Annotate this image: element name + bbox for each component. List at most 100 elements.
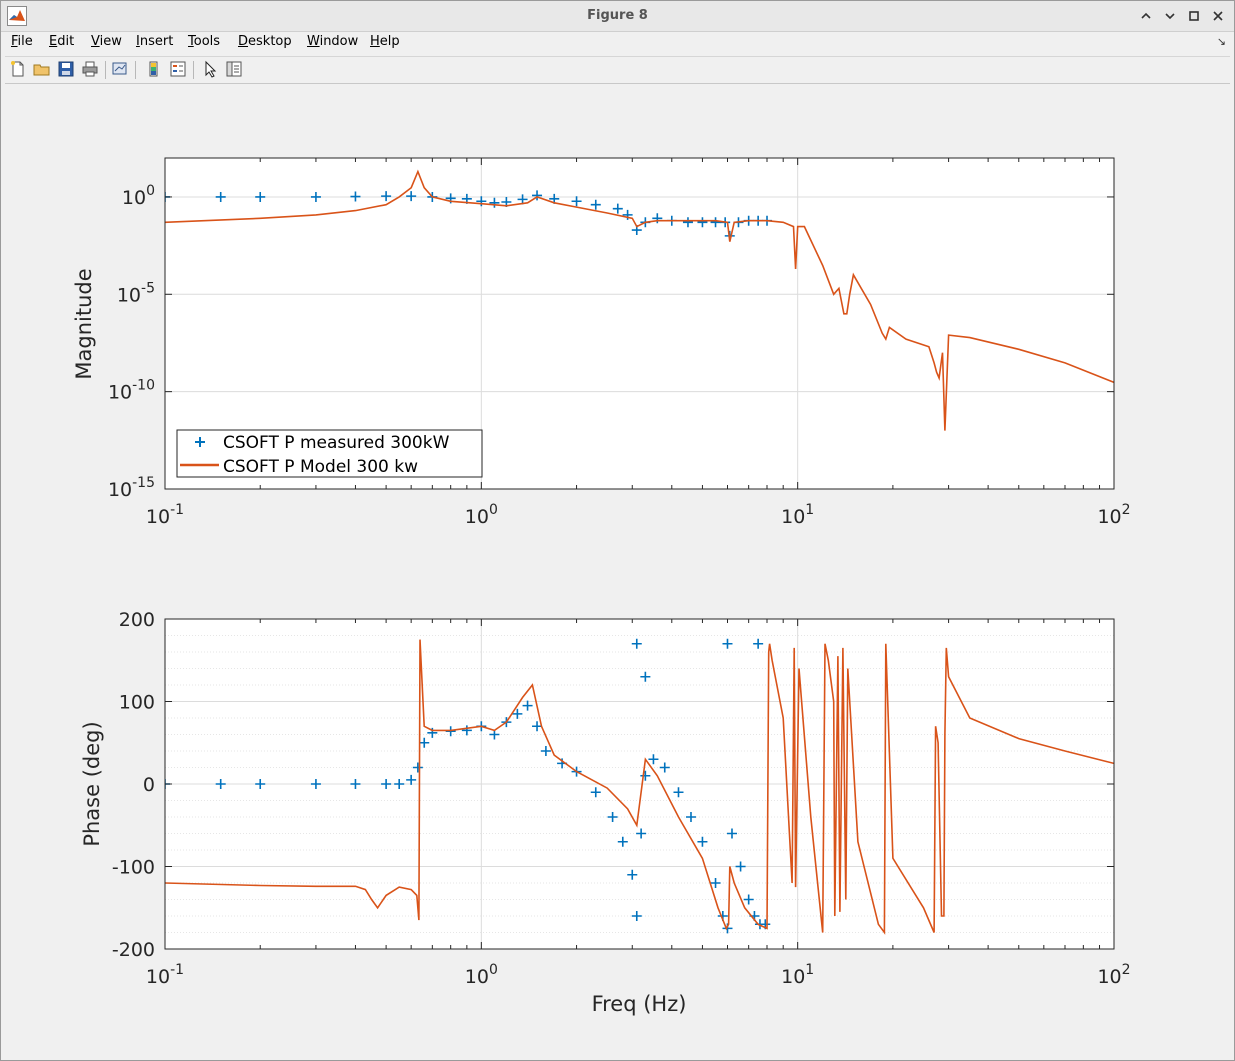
measured-point xyxy=(697,217,708,228)
collapse-button[interactable] xyxy=(1136,5,1156,27)
y-tick-label: 10-15 xyxy=(108,475,155,501)
magnitude-ticks: 10-1 100 101 102 100 10-5 10-10 10-15 xyxy=(108,158,1131,528)
menu-edit-label: Edit xyxy=(49,34,75,49)
measured-point xyxy=(427,727,438,738)
toolbar-separator xyxy=(135,61,136,79)
figure-canvas: 10-1 100 101 102 100 10-5 10-10 10-15 Magnitude… xyxy=(5,84,1231,1056)
print-icon[interactable] xyxy=(81,60,99,78)
toolbar-separator xyxy=(193,61,194,79)
menu-insert-label: Insert xyxy=(136,34,174,49)
maximize-icon xyxy=(1189,11,1199,21)
window-title: Figure 8 xyxy=(587,8,648,23)
legend[interactable]: CSOFT P measured 300kW CSOFT P Model 300… xyxy=(176,429,483,478)
open-file-icon[interactable] xyxy=(33,60,51,78)
x-tick-label: 10-1 xyxy=(146,502,184,528)
measured-point xyxy=(673,787,684,798)
measured-point xyxy=(590,787,601,798)
menu-edit[interactable]: Edit xyxy=(47,34,76,49)
measured-point xyxy=(350,779,361,789)
measured-point xyxy=(461,725,472,736)
x-tick-label: 100 xyxy=(465,962,498,988)
measured-point xyxy=(640,770,651,781)
phase-axes[interactable]: 10-1 100 101 102 200 100 0 -100 -200 Phase (deg)… xyxy=(80,609,1131,1016)
x-tick-label: 101 xyxy=(781,502,814,528)
y-tick-label: 100 xyxy=(122,183,155,209)
magnitude-ylabel: Magnitude xyxy=(72,268,96,379)
measured-series xyxy=(165,638,771,934)
x-tick-label: 101 xyxy=(781,962,814,988)
menu-insert[interactable]: Insert xyxy=(134,34,175,49)
measured-point xyxy=(412,762,423,773)
model-series xyxy=(165,169,1114,431)
legend-measured-marker xyxy=(195,437,205,447)
y-tick-label: 100 xyxy=(119,692,155,714)
new-figure-icon[interactable] xyxy=(9,60,27,78)
magnitude-axes-box xyxy=(164,157,1115,490)
toolbar xyxy=(5,56,1230,84)
measured-point xyxy=(419,737,430,748)
measured-point xyxy=(607,812,618,822)
measured-point xyxy=(571,196,582,207)
menu-desktop[interactable]: Desktop xyxy=(236,34,294,49)
maximize-button[interactable] xyxy=(1184,5,1204,27)
legend-measured-label: CSOFT P measured 300kW xyxy=(223,433,450,453)
legend-icon[interactable] xyxy=(169,60,187,78)
measured-point xyxy=(532,721,543,732)
measured-point xyxy=(406,774,417,785)
measured-point xyxy=(540,746,551,756)
phase-ylabel: Phase (deg) xyxy=(80,721,104,846)
measured-point xyxy=(685,812,696,822)
measured-point xyxy=(215,779,226,789)
phase-xlabel: Freq (Hz) xyxy=(592,992,687,1016)
measured-point xyxy=(381,779,392,789)
menu-view[interactable]: View xyxy=(89,34,124,49)
menu-window[interactable]: Window xyxy=(305,34,360,49)
menu-tools[interactable]: Tools xyxy=(186,34,222,49)
measured-point xyxy=(215,191,226,202)
model-line xyxy=(165,169,1114,431)
measured-point xyxy=(743,894,754,905)
measured-point xyxy=(310,779,321,789)
menu-file-label: File xyxy=(11,34,33,49)
property-inspector-icon[interactable] xyxy=(225,60,243,78)
x-tick-label: 100 xyxy=(465,502,498,528)
phase-ticks: 10-1 100 101 102 200 100 0 -100 -200 xyxy=(112,609,1131,988)
y-tick-label: -100 xyxy=(112,857,155,879)
x-tick-label: 102 xyxy=(1097,962,1130,988)
save-icon[interactable] xyxy=(57,60,75,78)
measured-point xyxy=(394,779,405,789)
colorbar-icon[interactable] xyxy=(145,60,163,78)
measured-point xyxy=(697,836,708,847)
legend-model-label: CSOFT P Model 300 kw xyxy=(223,457,418,477)
x-tick-label: 102 xyxy=(1097,502,1130,528)
y-tick-label: 10-10 xyxy=(108,378,155,404)
link-plot-icon[interactable] xyxy=(111,60,129,78)
magnitude-axes[interactable]: 10-1 100 101 102 100 10-5 10-10 10-15 Magnitude… xyxy=(72,157,1131,528)
y-tick-label: 0 xyxy=(143,774,155,796)
matlab-app-icon xyxy=(7,6,27,26)
menu-file[interactable]: File xyxy=(9,34,35,49)
measured-point xyxy=(617,836,628,847)
edit-plot-arrow-icon[interactable] xyxy=(201,60,219,78)
menu-window-label: Window xyxy=(307,34,359,49)
menu-desktop-label: Desktop xyxy=(238,34,292,49)
measured-point xyxy=(522,700,533,711)
measured-point xyxy=(381,191,392,202)
measured-point xyxy=(590,199,601,210)
window-controls xyxy=(1136,5,1228,27)
measured-point xyxy=(726,828,737,839)
measured-point xyxy=(710,217,721,228)
minimize-button[interactable] xyxy=(1160,5,1180,27)
close-button[interactable] xyxy=(1208,5,1228,27)
title-bar[interactable]: Figure 8 xyxy=(1,1,1234,32)
measured-point xyxy=(631,911,642,921)
measured-point xyxy=(627,869,638,880)
measured-point xyxy=(350,191,361,202)
measured-point xyxy=(636,828,647,839)
menu-bar: File Edit View Insert Tools Desktop Wind… xyxy=(1,32,1234,54)
menu-help[interactable]: Help xyxy=(368,34,402,49)
menu-view-label: View xyxy=(91,34,122,49)
dock-arrow-icon[interactable]: ↘ xyxy=(1216,35,1226,48)
